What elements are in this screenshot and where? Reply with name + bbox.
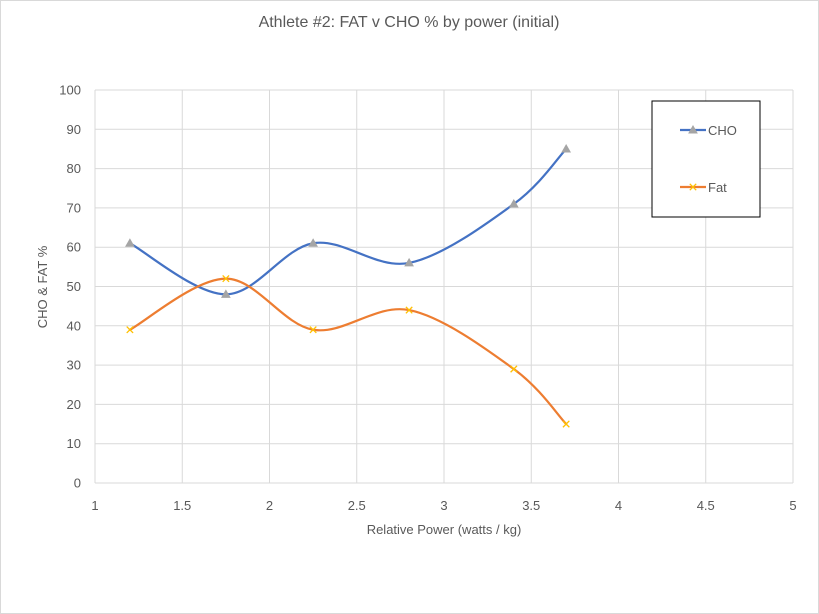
legend-item-fat: Fat: [680, 180, 727, 195]
legend-box: [651, 100, 761, 218]
x-tick-label: 2: [266, 498, 273, 513]
legend-items: CHO Fat: [680, 123, 737, 195]
x-tick-label: 3: [440, 498, 447, 513]
data-point-cho: [508, 198, 519, 208]
x-tick-label: 5: [789, 498, 796, 513]
series-line-fat: [128, 277, 568, 426]
y-tick-label: 0: [74, 476, 81, 491]
y-tick-label: 90: [67, 122, 81, 137]
y-tick-label: 60: [67, 240, 81, 255]
legend-marker-fat: [689, 183, 697, 191]
x-tick-label: 4: [615, 498, 622, 513]
grid: [94, 89, 794, 484]
series-cho: [125, 143, 572, 298]
x-marker-stroke: [309, 326, 317, 334]
legend: CHO Fat: [651, 100, 761, 218]
series-layer: [125, 143, 572, 428]
data-point-fat: [222, 274, 230, 283]
legend-marker-cho: [688, 124, 698, 134]
tick-labels: 0 10 20 30 40 50 60 70 80 90 100 1 1.5 2 2.5 3 3.5 4 4.5 5: [59, 83, 796, 514]
data-point-cho: [404, 257, 414, 267]
data-point-fat: [126, 326, 134, 334]
chart-title: Athlete #2: FAT v CHO % by power (initia…: [259, 14, 560, 31]
y-tick-label: 40: [67, 318, 81, 333]
data-point-fat: [405, 306, 413, 314]
legend-label-cho: CHO: [708, 123, 737, 138]
x-marker-stroke: [510, 365, 518, 373]
legend-item-cho: CHO: [680, 123, 737, 138]
x-axis-title: Relative Power (watts / kg): [367, 522, 522, 537]
y-axis-title: CHO & FAT %: [35, 245, 50, 328]
y-tick-label: 10: [67, 436, 81, 451]
x-marker-stroke: [222, 274, 230, 283]
y-tick-label: 70: [67, 200, 81, 215]
x-tick-label: 1: [91, 498, 98, 513]
y-tick-label: 100: [59, 83, 81, 98]
data-point-cho: [308, 238, 318, 247]
data-point-cho: [561, 143, 572, 153]
x-marker-stroke: [126, 326, 134, 334]
y-tick-label: 80: [67, 161, 81, 176]
x-marker-stroke: [405, 306, 413, 314]
x-tick-label: 4.5: [697, 498, 715, 513]
data-point-cho: [221, 289, 231, 298]
x-marker-stroke: [689, 183, 697, 191]
y-tick-label: 30: [67, 358, 81, 373]
x-tick-label: 3.5: [522, 498, 540, 513]
x-tick-label: 2.5: [348, 498, 366, 513]
data-point-fat: [562, 420, 570, 428]
series-line-cho: [128, 147, 568, 296]
data-point-fat: [309, 326, 317, 334]
data-point-fat: [510, 365, 518, 373]
y-tick-label: 20: [67, 397, 81, 412]
y-tick-label: 50: [67, 279, 81, 294]
x-tick-label: 1.5: [173, 498, 191, 513]
legend-label-fat: Fat: [708, 180, 727, 195]
x-marker-stroke: [562, 420, 570, 428]
series-fat: [126, 274, 570, 428]
data-point-cho: [125, 238, 135, 247]
